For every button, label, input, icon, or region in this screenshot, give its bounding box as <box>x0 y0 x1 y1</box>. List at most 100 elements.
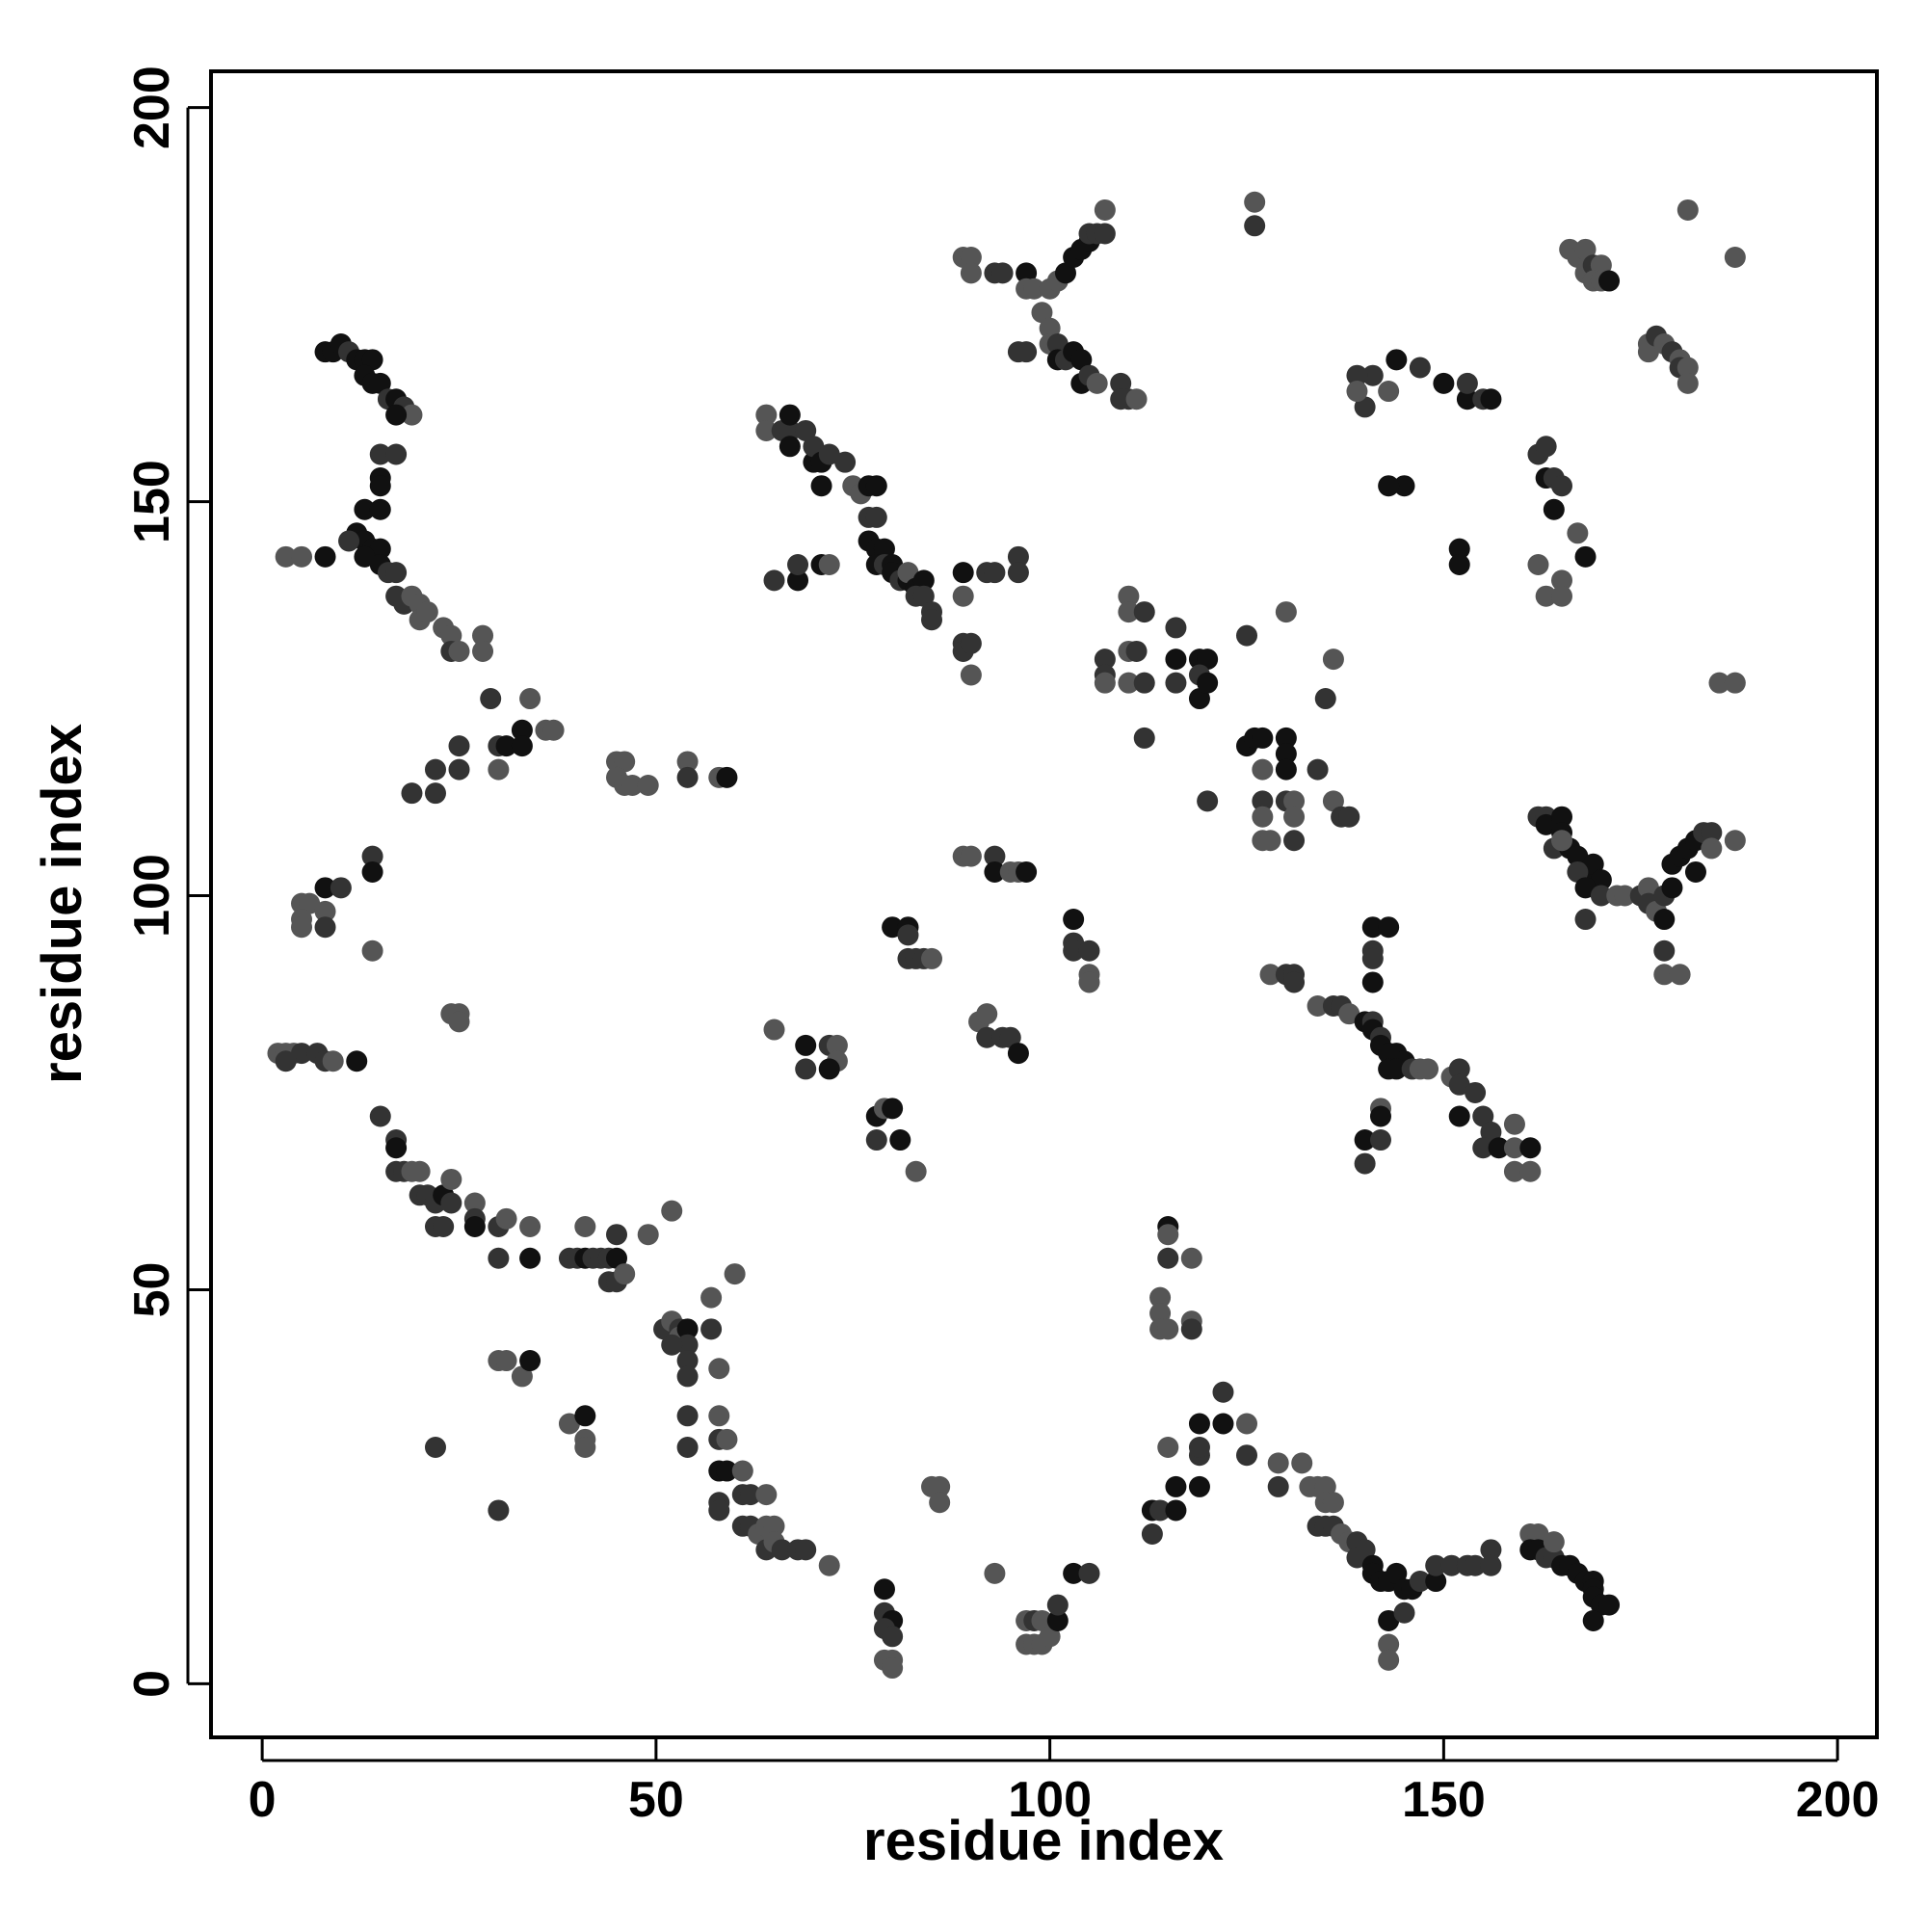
point <box>1283 790 1306 812</box>
plot-frame <box>209 69 1879 1739</box>
point <box>472 624 494 647</box>
point <box>1149 1302 1172 1324</box>
point <box>606 1247 628 1269</box>
point <box>1724 830 1746 852</box>
point <box>731 1460 753 1482</box>
y-axis-title: residue index <box>31 724 93 1084</box>
point <box>1354 1129 1376 1151</box>
point <box>385 562 408 584</box>
point <box>716 1460 738 1482</box>
point <box>1684 860 1706 883</box>
point <box>1252 806 1274 828</box>
point <box>1283 971 1306 993</box>
point <box>299 892 321 914</box>
point <box>991 262 1014 284</box>
point <box>322 1050 344 1072</box>
point <box>1031 302 1053 324</box>
point <box>1275 601 1297 623</box>
point <box>1212 1413 1234 1435</box>
point <box>488 1247 510 1269</box>
point <box>409 1160 431 1182</box>
point <box>1480 1554 1502 1576</box>
point <box>1378 916 1400 939</box>
point <box>291 916 313 939</box>
point <box>676 751 699 773</box>
point <box>984 860 1006 883</box>
point <box>1519 1137 1542 1159</box>
point <box>1637 341 1659 363</box>
point <box>401 404 423 426</box>
point <box>1393 475 1415 497</box>
point <box>960 664 982 686</box>
point <box>1007 1043 1029 1065</box>
point <box>354 545 376 568</box>
point <box>1110 372 1132 394</box>
point <box>424 758 446 781</box>
point <box>873 538 895 560</box>
point <box>1614 885 1636 907</box>
point <box>1133 601 1155 623</box>
point <box>1378 381 1400 403</box>
point <box>1551 585 1573 607</box>
point <box>495 1350 517 1372</box>
point <box>1433 372 1455 394</box>
point <box>1551 569 1573 592</box>
point <box>1393 1601 1415 1624</box>
point <box>275 1050 297 1072</box>
point <box>1046 1609 1069 1631</box>
point <box>676 1405 699 1427</box>
point <box>401 782 423 805</box>
point <box>1598 270 1621 292</box>
point <box>1149 1499 1172 1522</box>
point <box>700 1286 723 1309</box>
point <box>882 1626 904 1648</box>
point <box>803 436 825 458</box>
point <box>1425 1571 1447 1593</box>
point <box>1133 727 1155 749</box>
point <box>676 1365 699 1388</box>
point <box>1653 964 1676 986</box>
point <box>952 562 974 584</box>
point <box>1676 198 1699 221</box>
point <box>574 1405 596 1427</box>
point <box>1188 1437 1210 1459</box>
point <box>637 775 659 796</box>
point <box>440 1168 462 1190</box>
point <box>708 1499 730 1522</box>
point <box>1465 1081 1487 1103</box>
point <box>929 1492 951 1514</box>
point <box>1307 758 1329 781</box>
point <box>1338 1003 1360 1025</box>
point <box>1574 545 1597 568</box>
point <box>1701 822 1723 844</box>
point <box>1480 1539 1502 1561</box>
point <box>1322 1492 1344 1514</box>
point <box>1094 672 1116 694</box>
point <box>1039 317 1061 339</box>
point <box>511 719 533 741</box>
x-tick-label: 150 <box>1402 1772 1486 1828</box>
point <box>1448 1105 1470 1127</box>
point <box>1519 1160 1542 1182</box>
point <box>755 419 778 441</box>
point <box>1197 672 1219 694</box>
point <box>1267 1452 1289 1474</box>
point <box>1386 1562 1408 1584</box>
point <box>1252 727 1274 749</box>
point <box>810 475 832 497</box>
point <box>1063 909 1085 931</box>
point <box>519 1350 541 1372</box>
point <box>440 1192 462 1214</box>
point <box>1188 1475 1210 1497</box>
point <box>1456 372 1478 394</box>
point <box>1480 1121 1502 1143</box>
y-tick-label: 200 <box>124 66 180 149</box>
point <box>1354 1152 1376 1175</box>
point <box>1046 1594 1069 1616</box>
point <box>999 1026 1021 1048</box>
point <box>472 640 494 662</box>
point <box>1322 790 1344 812</box>
point <box>1582 853 1604 875</box>
point <box>984 562 1006 584</box>
point <box>1567 845 1589 867</box>
